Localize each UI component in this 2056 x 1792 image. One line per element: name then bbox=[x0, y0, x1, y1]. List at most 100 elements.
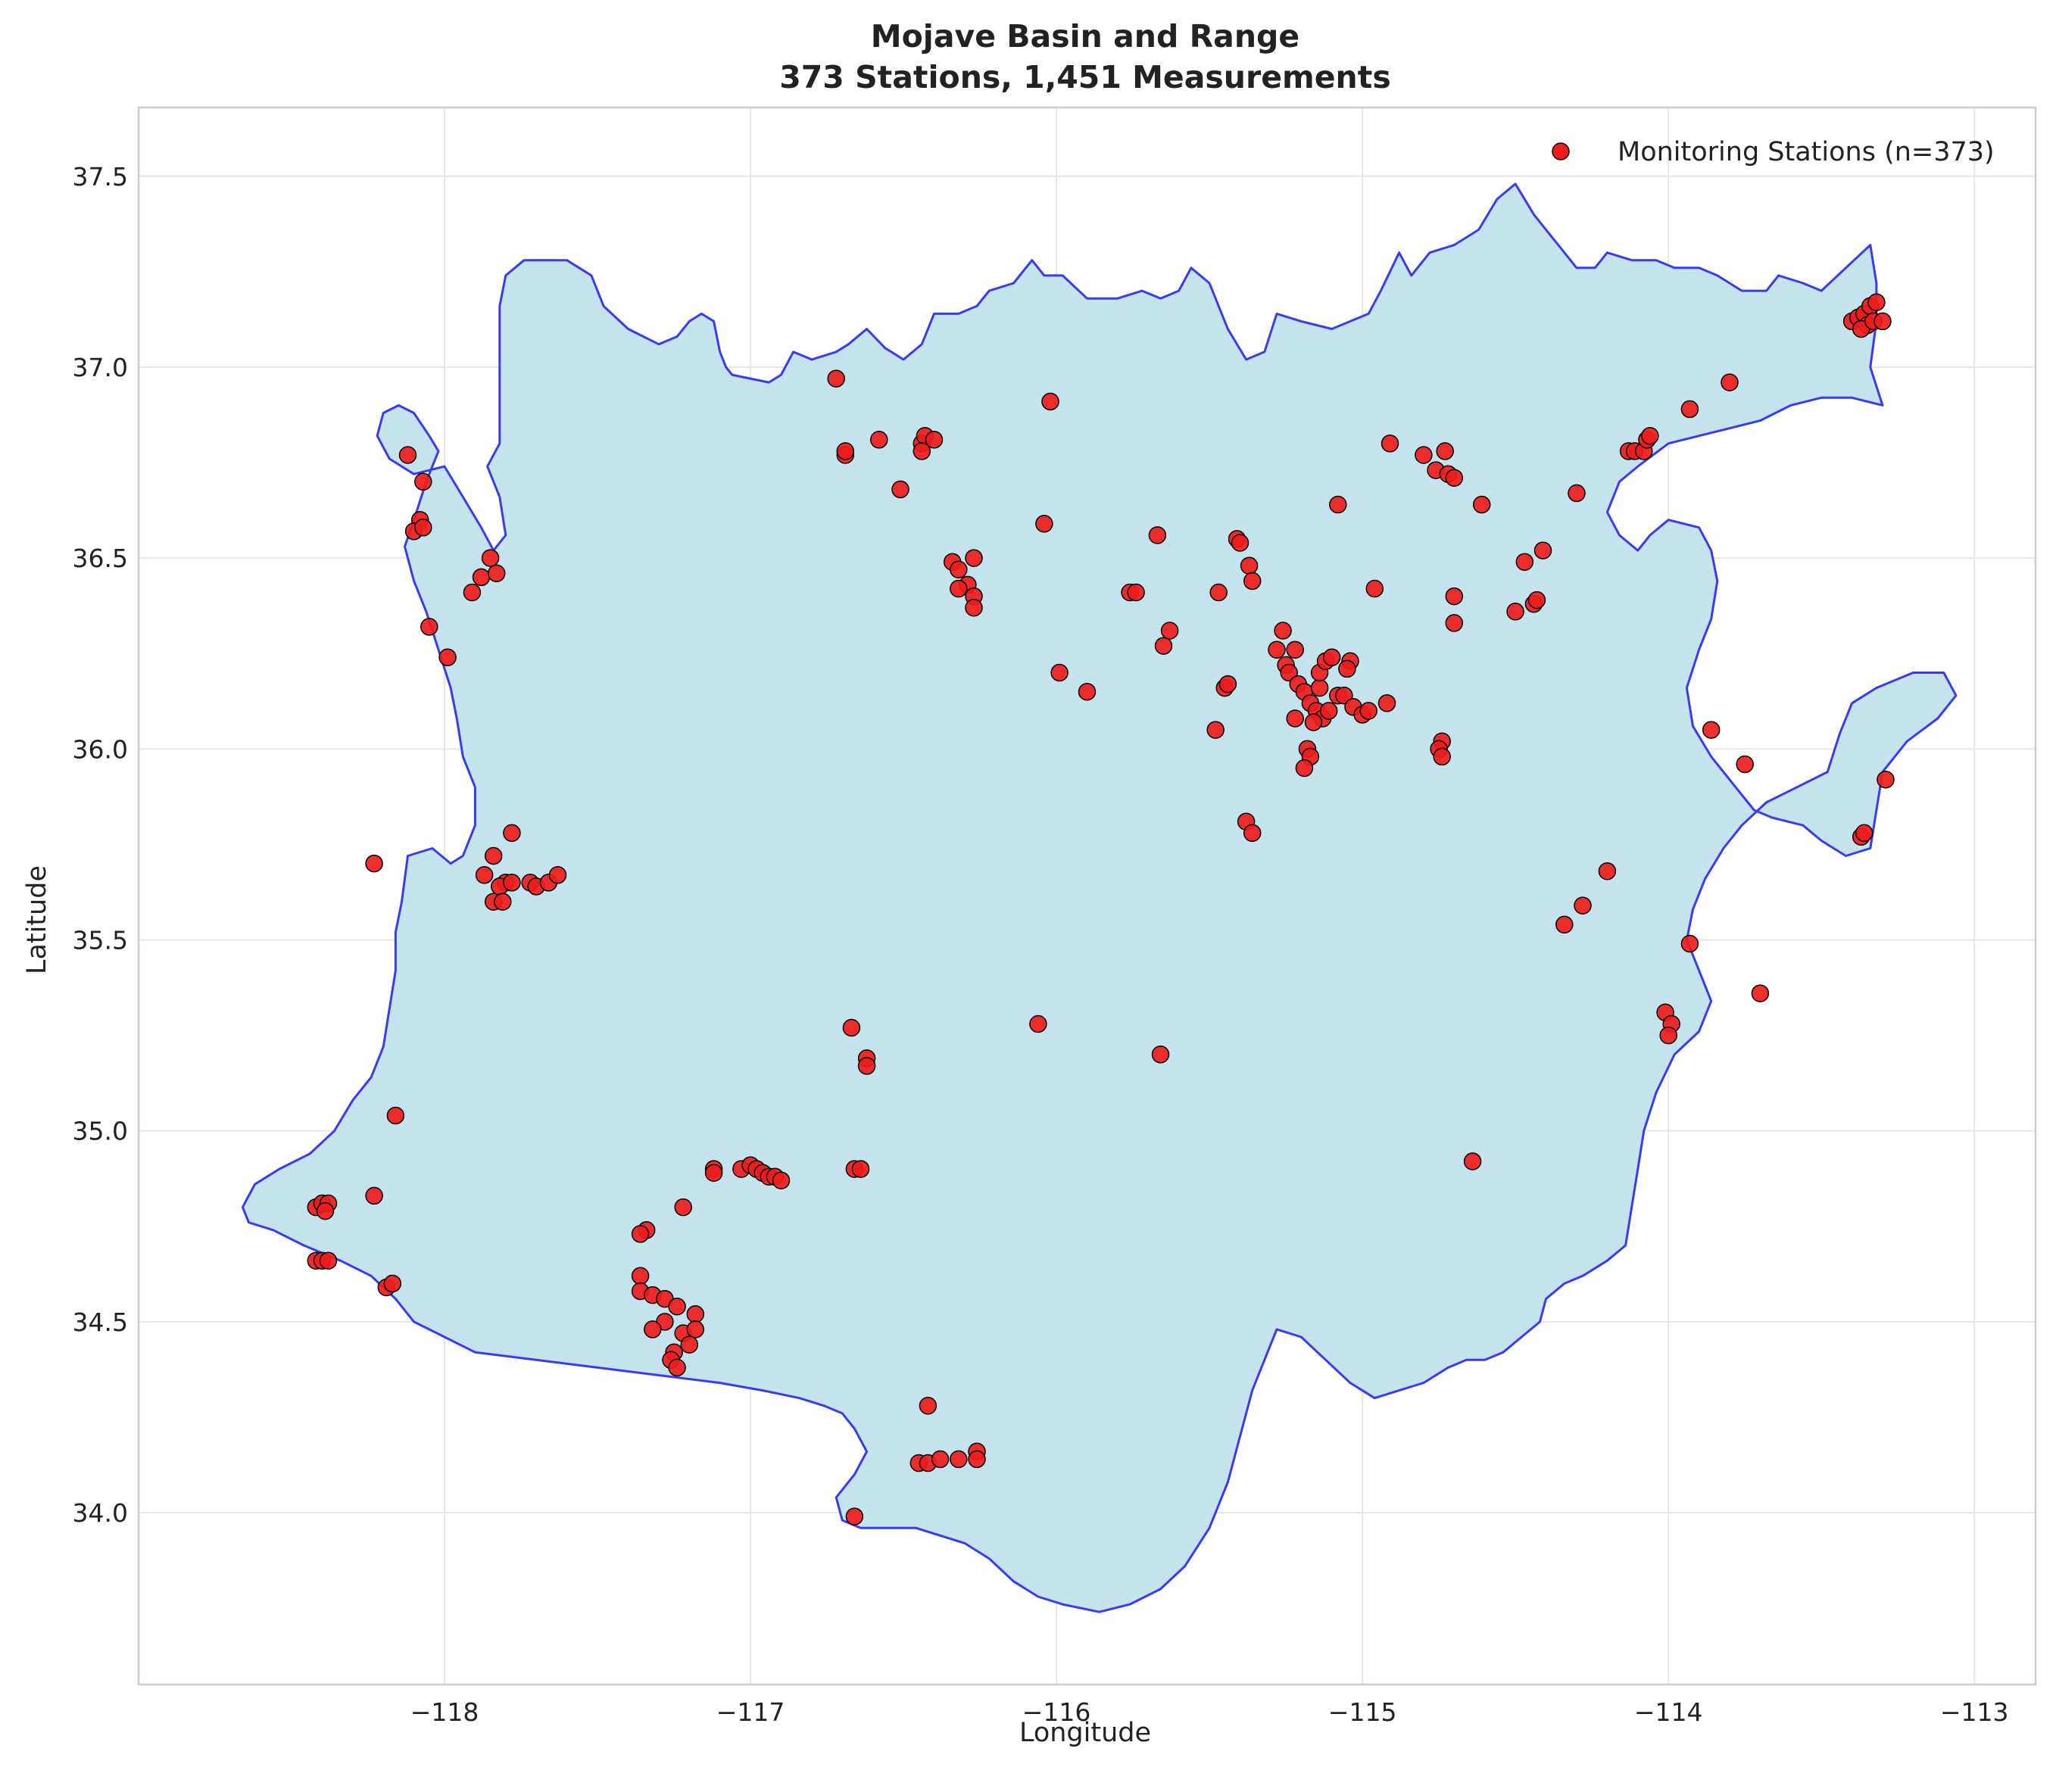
station-marker bbox=[1322, 648, 1341, 667]
station-marker bbox=[1680, 934, 1699, 953]
station-marker bbox=[503, 824, 521, 843]
station-marker bbox=[1304, 713, 1323, 731]
station-marker bbox=[1286, 640, 1304, 659]
x-tick-labels: −118 −117 −116 −115 −114 −113 bbox=[410, 1697, 2009, 1727]
station-marker bbox=[484, 846, 503, 865]
station-marker bbox=[414, 472, 432, 491]
station-marker bbox=[772, 1171, 791, 1189]
station-marker bbox=[463, 583, 482, 602]
station-marker bbox=[1078, 682, 1097, 701]
y-tick-label: 37.0 bbox=[73, 353, 128, 382]
station-marker bbox=[1527, 591, 1546, 609]
station-marker bbox=[319, 1251, 338, 1270]
station-marker bbox=[1445, 469, 1464, 487]
station-marker bbox=[644, 1320, 662, 1339]
y-tick-label: 36.5 bbox=[73, 544, 128, 573]
station-marker bbox=[420, 618, 438, 636]
station-marker bbox=[365, 854, 383, 873]
station-marker bbox=[438, 648, 457, 667]
plot-frame bbox=[137, 106, 2037, 1686]
station-marker bbox=[1702, 721, 1721, 739]
station-marker bbox=[1680, 400, 1699, 419]
station-marker bbox=[1598, 862, 1617, 880]
station-marker bbox=[965, 549, 983, 567]
station-marker bbox=[1127, 583, 1145, 602]
station-marker bbox=[1319, 702, 1338, 720]
station-marker bbox=[1436, 442, 1454, 460]
station-marker bbox=[686, 1320, 705, 1339]
station-marker bbox=[950, 579, 968, 598]
x-axis-label: Longitude bbox=[1019, 1718, 1151, 1748]
station-marker bbox=[481, 549, 500, 567]
x-tick-label: −116 bbox=[1022, 1697, 1091, 1727]
station-marker bbox=[1721, 373, 1739, 391]
station-marker bbox=[383, 1274, 402, 1293]
station-marker bbox=[1472, 495, 1491, 514]
x-tick-label: −118 bbox=[410, 1697, 479, 1727]
station-marker bbox=[1568, 484, 1586, 503]
station-marker bbox=[674, 1198, 692, 1217]
y-tick-label: 35.5 bbox=[73, 926, 128, 955]
station-marker bbox=[1050, 663, 1069, 682]
station-marker bbox=[1148, 526, 1167, 544]
station-marker bbox=[1218, 675, 1237, 693]
station-marker bbox=[365, 1186, 383, 1205]
station-marker bbox=[1231, 534, 1250, 552]
station-marker bbox=[1555, 915, 1574, 934]
y-tick-label: 37.5 bbox=[73, 162, 128, 192]
station-marker bbox=[1329, 495, 1347, 514]
station-marker bbox=[398, 446, 417, 464]
station-marker bbox=[1877, 770, 1895, 789]
station-marker bbox=[1160, 622, 1179, 640]
station-marker bbox=[1574, 896, 1592, 915]
station-marker bbox=[891, 480, 909, 499]
map-title: Mojave Basin and Range bbox=[871, 18, 1299, 55]
y-tick-labels: 34.0 34.5 35.0 35.5 36.0 36.5 37.0 37.5 bbox=[73, 162, 128, 1528]
station-marker bbox=[1365, 579, 1384, 598]
x-tick-label: −113 bbox=[1940, 1697, 2009, 1727]
station-marker bbox=[316, 1201, 335, 1220]
y-tick-label: 35.0 bbox=[73, 1117, 128, 1146]
station-markers bbox=[307, 293, 1895, 1526]
x-tick-label: −117 bbox=[716, 1697, 785, 1727]
station-marker bbox=[1463, 1152, 1482, 1170]
x-tick-label: −115 bbox=[1328, 1697, 1397, 1727]
station-marker bbox=[950, 560, 968, 579]
station-marker bbox=[1154, 637, 1173, 655]
station-marker bbox=[925, 431, 944, 449]
station-marker bbox=[1445, 614, 1464, 632]
station-marker bbox=[386, 1106, 405, 1125]
station-marker bbox=[968, 1450, 986, 1469]
station-marker bbox=[1243, 824, 1262, 843]
legend-marker-icon bbox=[1552, 142, 1570, 161]
station-marker bbox=[631, 1225, 650, 1243]
station-marker bbox=[704, 1164, 723, 1182]
station-marker bbox=[1855, 824, 1873, 843]
station-marker bbox=[1029, 1014, 1047, 1033]
x-tick-label: −114 bbox=[1634, 1697, 1703, 1727]
station-marker bbox=[1240, 556, 1259, 575]
station-marker bbox=[1274, 622, 1292, 640]
station-marker bbox=[965, 598, 983, 617]
station-marker bbox=[1873, 312, 1892, 331]
station-marker bbox=[1506, 603, 1524, 621]
station-marker bbox=[1533, 541, 1552, 559]
station-marker bbox=[494, 893, 512, 911]
y-tick-label: 34.5 bbox=[73, 1307, 128, 1337]
map-subtitle: 373 Stations, 1,451 Measurements bbox=[779, 59, 1391, 95]
station-marker bbox=[1338, 659, 1356, 678]
station-marker bbox=[1381, 435, 1399, 453]
station-marker bbox=[1659, 1026, 1677, 1045]
station-marker bbox=[548, 866, 567, 884]
station-marker bbox=[1377, 694, 1396, 712]
station-marker bbox=[1310, 678, 1329, 697]
station-marker bbox=[950, 1450, 968, 1469]
station-marker bbox=[931, 1450, 950, 1469]
station-marker bbox=[475, 866, 494, 884]
station-marker bbox=[1151, 1046, 1170, 1064]
station-marker bbox=[851, 1160, 870, 1178]
plot-area bbox=[137, 106, 2037, 1686]
station-marker bbox=[1286, 709, 1304, 728]
station-marker bbox=[503, 874, 521, 892]
station-marker bbox=[668, 1358, 686, 1377]
